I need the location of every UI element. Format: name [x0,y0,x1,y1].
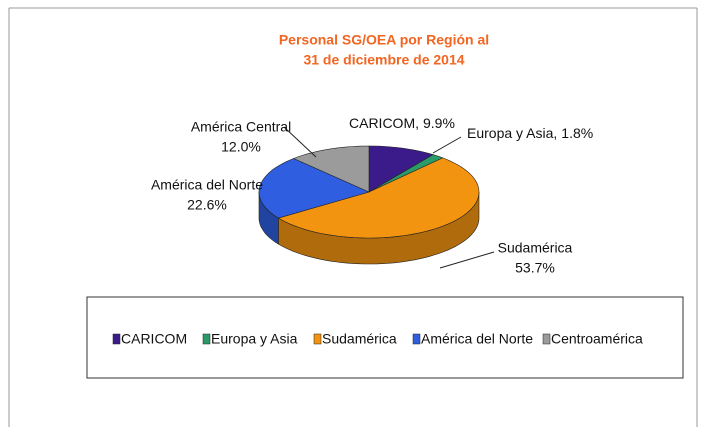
chart-title: Personal SG/OEA por Región al [279,32,489,48]
legend-label: Sudamérica [322,331,397,347]
data-label: 53.7% [515,260,555,276]
leader-line [439,251,495,269]
slice [292,145,370,193]
legend-label: América del Norte [421,331,533,347]
legend-swatch [542,333,551,345]
leader-line [432,136,462,154]
legend-swatch [412,333,421,345]
data-label-value: 9.9% [423,115,455,131]
legend-swatch [313,333,322,345]
legend-label: Centroamérica [551,331,643,347]
legend-swatch [112,333,121,345]
pie [258,145,480,265]
legend-label: CARICOM [121,331,187,347]
legend-swatch [202,333,211,345]
data-label-name: América del Norte [151,177,263,193]
data-label-name: Europa y Asia, [467,125,557,141]
data-label: CARICOM, 9.9% [349,115,455,131]
data-label: 12.0% [221,139,261,155]
leader-line [283,126,317,158]
legend [86,296,684,379]
data-label-name: Sudamérica [498,240,573,256]
legend-label: Europa y Asia [211,331,298,347]
data-label-name: CARICOM, [349,115,419,131]
data-label: Europa y Asia, 1.8% [467,125,593,141]
data-label-value: 1.8% [561,125,593,141]
chart-title: 31 de diciembre de 2014 [303,52,464,68]
slice [277,157,480,239]
slice [258,158,370,219]
legend-items: CARICOM Europa y Asia Sudamérica América de… [112,331,643,347]
data-label: 22.6% [187,197,227,213]
slice [368,145,434,193]
data-label-name: América Central [191,119,291,135]
